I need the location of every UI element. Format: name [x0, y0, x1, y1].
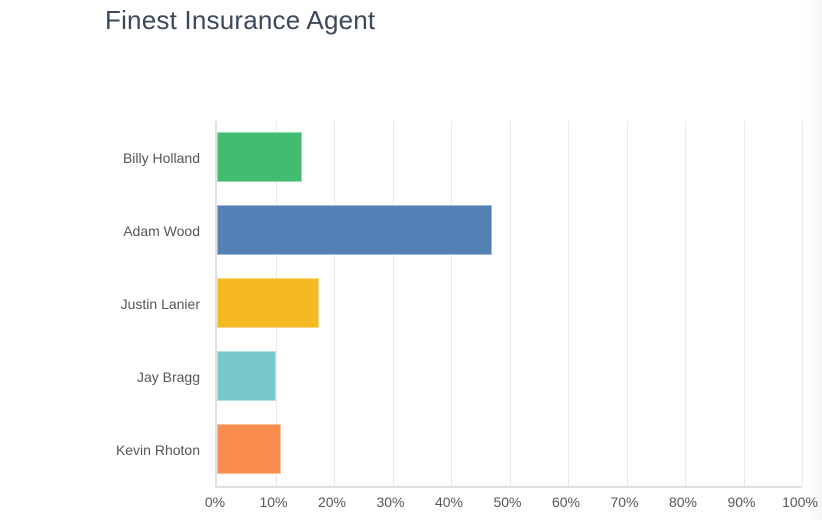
x-tick-label: 80% — [668, 494, 698, 510]
bar-row — [217, 340, 802, 413]
bar-row — [217, 121, 802, 194]
x-tick-label: 60% — [551, 494, 581, 510]
x-tick-label: 90% — [727, 494, 756, 510]
gridline-100% — [802, 121, 803, 486]
gridline-80% — [685, 121, 686, 486]
category-axis-labels: Billy Holland Adam Wood Justin Lanier Jay B… — [0, 121, 200, 486]
gridline-70% — [626, 121, 628, 486]
plot-area — [215, 121, 803, 488]
gridline-30% — [392, 121, 394, 486]
gridline-60% — [568, 121, 569, 486]
category-label: Justin Lanier — [120, 295, 200, 312]
gridline-20% — [334, 121, 335, 486]
bar-row — [217, 267, 802, 340]
chart-title: Finest Insurance Agent — [105, 5, 376, 35]
x-tick-label: 20% — [317, 494, 347, 510]
right-edge-shadow — [804, 0, 822, 520]
x-tick-label: 100% — [782, 494, 818, 510]
gridline-40% — [451, 121, 452, 486]
x-tick-label: 30% — [376, 494, 405, 510]
category-label: Jay Bragg — [136, 368, 200, 385]
bar-billy-holland — [217, 132, 302, 182]
category-label: Kevin Rhoton — [115, 441, 200, 458]
bar-kevin-rhoton — [217, 424, 282, 474]
category-label: Billy Holland — [122, 149, 200, 166]
bar-adam-wood — [217, 205, 492, 255]
gridline-90% — [743, 121, 745, 486]
bar-row — [217, 413, 802, 486]
x-tick-label: 0% — [204, 494, 226, 510]
x-tick-label: 40% — [434, 494, 464, 510]
bar-row — [217, 194, 802, 267]
gridline-50% — [509, 121, 511, 486]
x-axis-tick-labels: 0% 10% 20% 30% 40% 50% 60% 70% 80% 90% 100% — [205, 492, 818, 518]
category-label: Adam Wood — [123, 222, 200, 239]
x-tick-label: 70% — [610, 494, 639, 510]
x-tick-label: 10% — [259, 494, 288, 510]
bar-justin-lanier — [217, 278, 320, 328]
bar-jay-bragg — [217, 351, 276, 401]
x-tick-label: 50% — [493, 494, 522, 510]
